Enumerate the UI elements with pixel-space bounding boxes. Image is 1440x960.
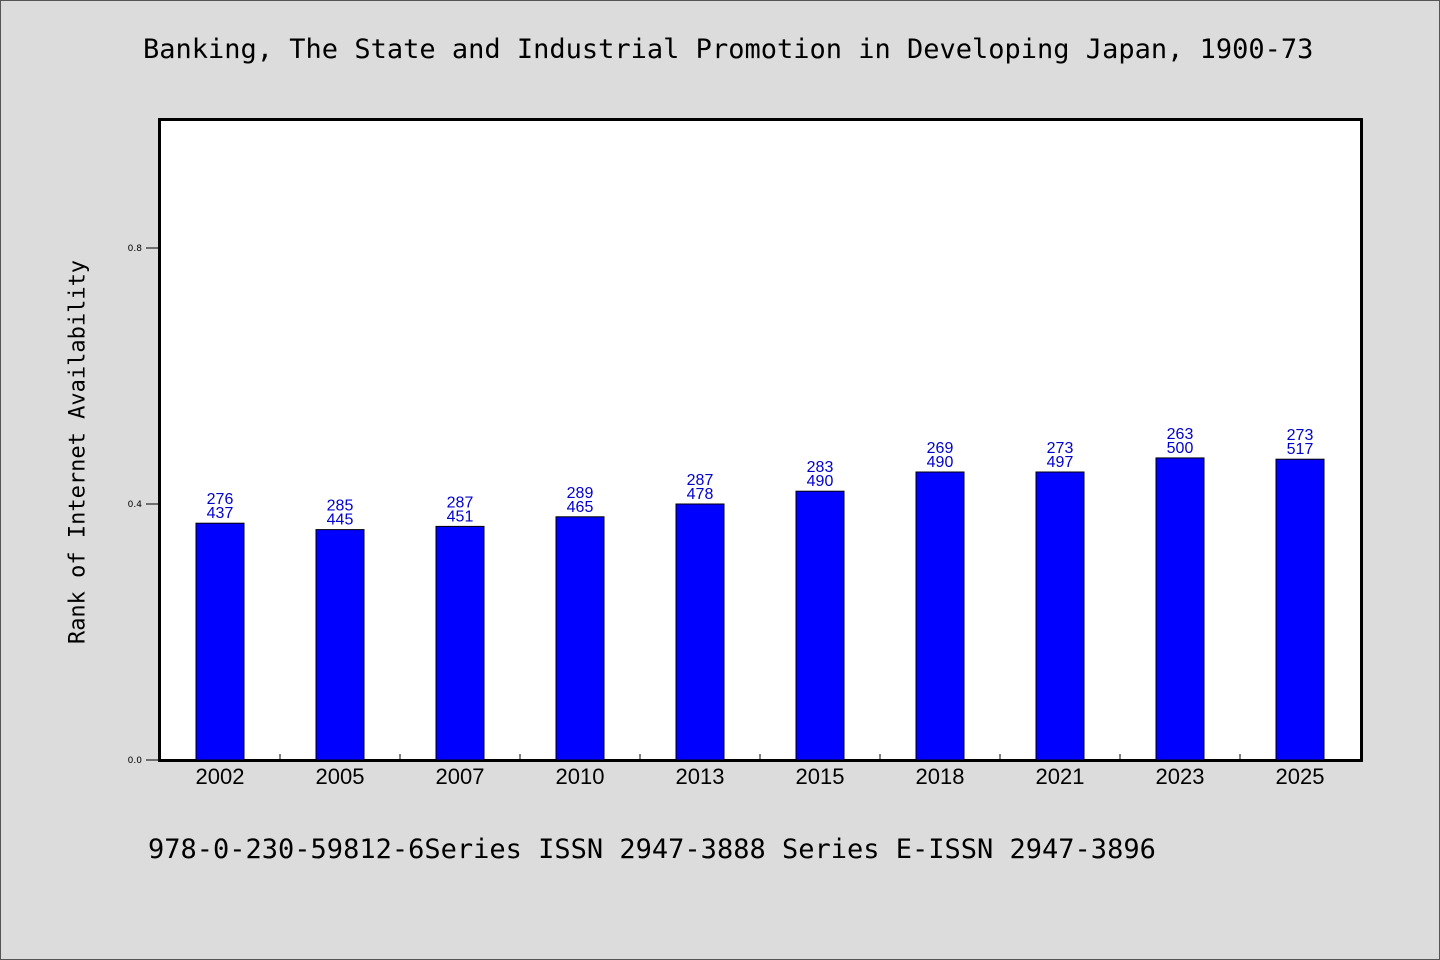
- data-label-bottom-2007: 451: [447, 508, 474, 525]
- data-label-top-2002: 276: [207, 491, 234, 508]
- x-tick-label-2005: 2005: [316, 764, 365, 789]
- bar-2025: [1275, 458, 1325, 761]
- data-label-top-2018: 269: [927, 440, 954, 457]
- bar-2015: [795, 490, 845, 761]
- x-tick-label-2021: 2021: [1036, 764, 1085, 789]
- x-tick-label-2007: 2007: [436, 764, 485, 789]
- data-label-top-2023: 263: [1167, 426, 1194, 443]
- x-tick-label-2018: 2018: [916, 764, 965, 789]
- x-tick-label-2013: 2013: [676, 764, 725, 789]
- bar-2005: [315, 529, 365, 761]
- data-label-bottom-2002: 437: [207, 505, 234, 522]
- x-tick-label-2015: 2015: [796, 764, 845, 789]
- bar-2023: [1155, 457, 1205, 761]
- x-tick-label-2010: 2010: [556, 764, 605, 789]
- data-label-top-2021: 273: [1047, 440, 1074, 457]
- y-tick-label: 0.0: [128, 756, 143, 766]
- data-label-bottom-2018: 490: [927, 454, 954, 471]
- bar-2021: [1035, 471, 1085, 761]
- data-label-top-2005: 285: [327, 498, 354, 515]
- x-tick-label-2025: 2025: [1276, 764, 1325, 789]
- bars-group: [195, 457, 1325, 761]
- footer-isbn-text: 978-0-230-59812-6Series ISSN 2947-3888 S…: [148, 834, 1156, 865]
- data-label-top-2007: 287: [447, 494, 474, 511]
- y-axis: 0.0 0.4 0.8: [128, 244, 160, 766]
- data-label-bottom-2015: 490: [807, 473, 834, 490]
- bar-2007: [435, 525, 485, 761]
- data-label-bottom-2010: 465: [567, 499, 594, 516]
- y-tick-label: 0.4: [128, 500, 143, 510]
- y-axis-label: Rank of Internet Availability: [65, 259, 91, 645]
- data-label-bottom-2005: 445: [327, 512, 354, 529]
- data-label-top-2015: 283: [807, 459, 834, 476]
- bar-2010: [555, 516, 605, 761]
- data-label-bottom-2023: 500: [1167, 440, 1194, 457]
- data-label-bottom-2021: 497: [1047, 454, 1074, 471]
- bar-2018: [915, 471, 965, 761]
- y-tick-label: 0.8: [128, 244, 143, 254]
- x-axis: 2002 2005 2007 2010 2013 2015 2018 2021 2023 2025: [196, 754, 1325, 789]
- bar-2013: [675, 503, 725, 761]
- bar-2002: [195, 522, 245, 761]
- data-label-bottom-2013: 478: [687, 486, 714, 503]
- data-label-bottom-2025: 517: [1287, 441, 1314, 458]
- data-label-top-2025: 273: [1287, 427, 1314, 444]
- x-tick-label-2002: 2002: [196, 764, 245, 789]
- chart-title: Banking, The State and Industrial Promot…: [143, 34, 1314, 65]
- data-label-top-2010: 289: [567, 485, 594, 502]
- data-label-top-2013: 287: [687, 472, 714, 489]
- x-tick-label-2023: 2023: [1156, 764, 1205, 789]
